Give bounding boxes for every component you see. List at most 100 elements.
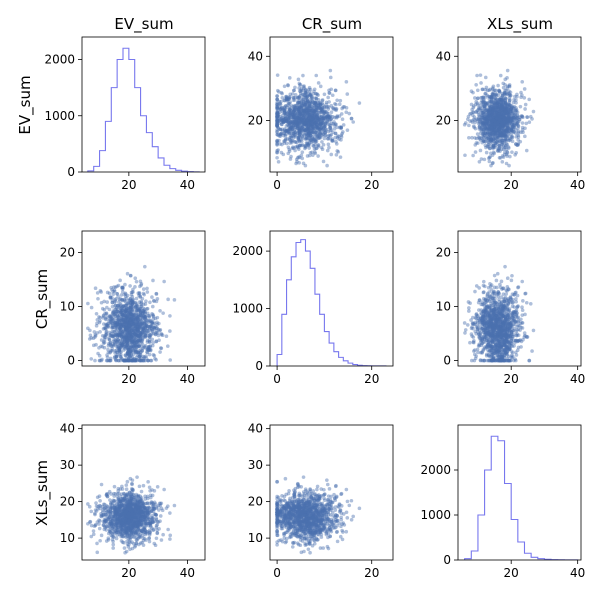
scatter-point: [287, 122, 292, 127]
scatter-point: [501, 101, 505, 106]
scatter-point: [281, 133, 286, 138]
scatter-point: [126, 302, 130, 306]
scatter-point: [315, 123, 320, 127]
scatter-point: [304, 121, 309, 126]
scatter-point: [488, 146, 492, 151]
scatter-point: [479, 110, 484, 115]
scatter-point: [275, 118, 279, 123]
scatter-point: [93, 335, 97, 339]
scatter-point: [497, 302, 502, 307]
scatter-point: [512, 125, 516, 130]
scatter-point: [481, 138, 485, 142]
scatter-point: [512, 112, 517, 116]
scatter-point: [116, 304, 121, 308]
scatter-point: [108, 333, 113, 338]
scatter-point: [489, 131, 494, 136]
scatter-point: [138, 350, 142, 355]
y-tick-label: 0: [67, 354, 75, 368]
scatter-point: [124, 336, 128, 341]
scatter-point: [495, 139, 499, 144]
scatter-point: [500, 354, 505, 359]
scatter-point: [310, 102, 314, 106]
scatter-point: [483, 117, 488, 121]
scatter-point: [134, 349, 139, 354]
scatter-point: [500, 123, 504, 128]
scatter-point: [288, 107, 292, 111]
scatter-point: [308, 104, 313, 108]
scatter-point: [503, 103, 507, 107]
scatter-point: [502, 118, 507, 123]
scatter-point: [489, 322, 494, 327]
scatter-point: [125, 332, 130, 337]
scatter-point: [131, 333, 136, 337]
scatter-point: [127, 329, 132, 334]
scatter-point: [505, 103, 509, 107]
scatter-point: [295, 109, 300, 114]
scatter-point: [131, 321, 136, 326]
scatter-point: [125, 321, 130, 326]
scatter-point: [503, 351, 508, 356]
scatter-point: [128, 311, 133, 316]
scatter-point: [486, 326, 490, 330]
scatter-point: [500, 306, 505, 311]
scatter-point: [93, 333, 98, 338]
scatter-point: [126, 342, 130, 346]
scatter-point: [488, 304, 492, 308]
scatter-point: [521, 299, 525, 303]
scatter-point: [506, 111, 511, 115]
scatter-point: [120, 308, 124, 313]
scatter-point: [123, 313, 127, 318]
scatter-point: [490, 117, 495, 122]
scatter-point: [514, 333, 519, 338]
scatter-point: [484, 344, 489, 349]
scatter-point: [484, 306, 489, 310]
scatter-point: [504, 111, 509, 115]
scatter-point: [98, 319, 102, 323]
scatter-point: [300, 117, 304, 122]
scatter-point: [510, 304, 515, 309]
scatter-point: [151, 317, 156, 321]
scatter-point: [133, 333, 137, 337]
scatter-point: [500, 106, 504, 111]
scatter-point: [118, 342, 123, 346]
scatter-point: [130, 325, 134, 329]
scatter-point: [278, 101, 283, 106]
scatter-point: [275, 142, 279, 146]
scatter-point: [131, 352, 136, 356]
scatter-point: [507, 358, 511, 363]
scatter-point: [300, 108, 305, 112]
scatter-point: [307, 131, 311, 136]
scatter-point: [506, 109, 510, 114]
scatter-point: [490, 161, 495, 166]
scatter-point: [501, 129, 505, 134]
scatter-point: [106, 358, 111, 363]
scatter-point: [122, 333, 126, 338]
scatter-point: [481, 128, 485, 132]
scatter-point: [492, 144, 496, 149]
scatter-point: [132, 322, 137, 326]
scatter-point: [125, 358, 130, 363]
scatter-point: [134, 355, 139, 360]
scatter-point: [297, 132, 302, 137]
scatter-point: [514, 358, 518, 363]
scatter-point: [314, 116, 318, 121]
scatter-point: [136, 316, 140, 321]
scatter-point: [118, 343, 123, 348]
scatter-point: [326, 117, 330, 122]
scatter-point: [476, 344, 481, 348]
scatter-point: [317, 103, 321, 107]
scatter-point: [125, 351, 130, 356]
scatter-point: [126, 343, 131, 348]
scatter-point: [482, 337, 487, 342]
scatter-point: [329, 121, 334, 126]
scatter-point: [502, 353, 507, 358]
scatter-point: [312, 137, 316, 142]
scatter-point: [98, 315, 102, 320]
scatter-point: [128, 337, 133, 342]
scatter-point: [490, 145, 495, 149]
scatter-point: [504, 88, 509, 93]
scatter-point: [275, 97, 280, 102]
scatter-point: [491, 308, 496, 313]
scatter-point: [150, 320, 154, 325]
scatter-point: [493, 130, 497, 135]
